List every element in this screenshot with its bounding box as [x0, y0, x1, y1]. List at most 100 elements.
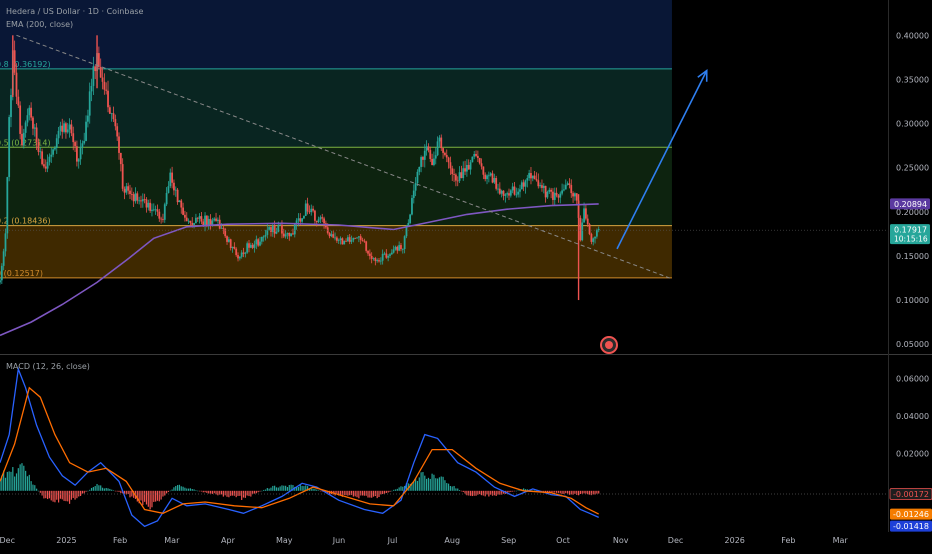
candle-body — [125, 186, 128, 193]
macd-line — [0, 366, 599, 528]
histogram-bar — [422, 472, 424, 491]
histogram-bar — [418, 477, 420, 491]
histogram-bar — [47, 490, 49, 500]
histogram-bar — [67, 490, 69, 502]
histogram-bar — [21, 463, 23, 491]
histogram-bar — [458, 490, 461, 491]
candle-body — [575, 193, 578, 201]
histogram-bar — [270, 487, 272, 491]
histogram-bar — [30, 481, 32, 491]
histogram-bar — [211, 490, 213, 494]
candle-body — [22, 132, 25, 146]
flag-icon[interactable] — [600, 336, 618, 354]
histogram-bar — [442, 476, 444, 491]
histogram-bar — [246, 490, 248, 496]
price-tick-label: 0.25000 — [896, 164, 929, 173]
candle-body — [70, 124, 73, 134]
histogram-bar — [561, 490, 563, 494]
candle-body — [462, 168, 465, 179]
candle-body — [160, 218, 163, 220]
histogram-bar — [557, 490, 560, 493]
candle-body — [75, 146, 78, 162]
candle-body — [207, 218, 210, 225]
candle-body — [445, 154, 448, 158]
histogram-bar — [336, 490, 338, 495]
histogram-bar — [594, 490, 596, 495]
date-tick-label: Feb — [781, 536, 795, 545]
histogram-bar — [120, 490, 122, 494]
histogram-bar — [523, 488, 525, 491]
histogram-bar — [219, 490, 221, 495]
histogram-bar — [206, 490, 208, 493]
date-tick-label: May — [276, 536, 293, 545]
histogram-bar — [352, 490, 354, 497]
candle-body — [130, 194, 133, 195]
candle-body — [381, 253, 384, 261]
candle-body — [176, 189, 179, 203]
histogram-bar — [189, 488, 192, 491]
histogram-bar — [217, 490, 219, 496]
histogram-bar — [583, 490, 585, 494]
histogram-bar — [52, 490, 54, 502]
candle-body — [361, 239, 364, 241]
candle-body — [275, 231, 278, 234]
signal-line — [0, 386, 599, 515]
histogram-bar — [195, 490, 197, 491]
candle-body — [416, 171, 419, 184]
candle-body — [590, 233, 593, 242]
candle-body — [588, 224, 591, 234]
candle-body — [557, 195, 560, 198]
candle-body — [271, 225, 274, 232]
candle-body — [537, 180, 540, 187]
candle-body — [337, 240, 340, 241]
histogram-bar — [475, 490, 477, 496]
trendline — [16, 34, 673, 280]
candle-body — [195, 217, 197, 224]
candle-body — [387, 255, 390, 258]
candle-body — [270, 227, 272, 232]
date-tick-label: Mar — [164, 536, 180, 545]
candle-body — [39, 151, 42, 153]
histogram-bar — [312, 488, 314, 491]
histogram-bar — [112, 490, 115, 491]
candle-body — [0, 280, 1, 283]
candle-body — [41, 151, 44, 165]
macd-legend-label: MACD (12, 26, close) — [6, 362, 90, 371]
histogram-bar — [354, 490, 356, 497]
histogram-bar — [385, 490, 387, 494]
histogram-bar — [140, 490, 142, 501]
histogram-bar — [103, 488, 105, 491]
histogram-bar — [56, 490, 58, 500]
histogram-bar — [36, 488, 38, 491]
histogram-bar — [416, 480, 419, 491]
date-tick-label: Aug — [444, 536, 460, 545]
candle-body — [248, 243, 250, 248]
candle-body — [341, 238, 344, 245]
candle-body — [136, 193, 139, 201]
histogram-bar — [233, 490, 235, 496]
candle-body — [264, 234, 267, 237]
candle-body — [456, 180, 459, 182]
histogram-bar — [343, 490, 345, 496]
histogram-bar — [114, 490, 116, 492]
candle-body — [411, 197, 413, 215]
histogram-bar — [530, 489, 532, 491]
candle-body — [229, 239, 232, 248]
candle-body — [288, 232, 291, 237]
histogram-bar — [297, 486, 300, 491]
candle-body — [162, 218, 164, 220]
candle-body — [550, 189, 553, 192]
histogram-bar — [138, 490, 140, 504]
candle-body — [520, 182, 523, 190]
histogram-bar — [510, 490, 512, 492]
histogram-bar — [325, 490, 327, 493]
candle-body — [455, 174, 457, 181]
candle-body — [180, 200, 183, 208]
histogram-bar — [374, 490, 376, 497]
histogram-bar — [222, 490, 224, 497]
candle-body — [101, 77, 104, 82]
histogram-bar — [48, 490, 51, 499]
histogram-bar — [98, 485, 100, 491]
